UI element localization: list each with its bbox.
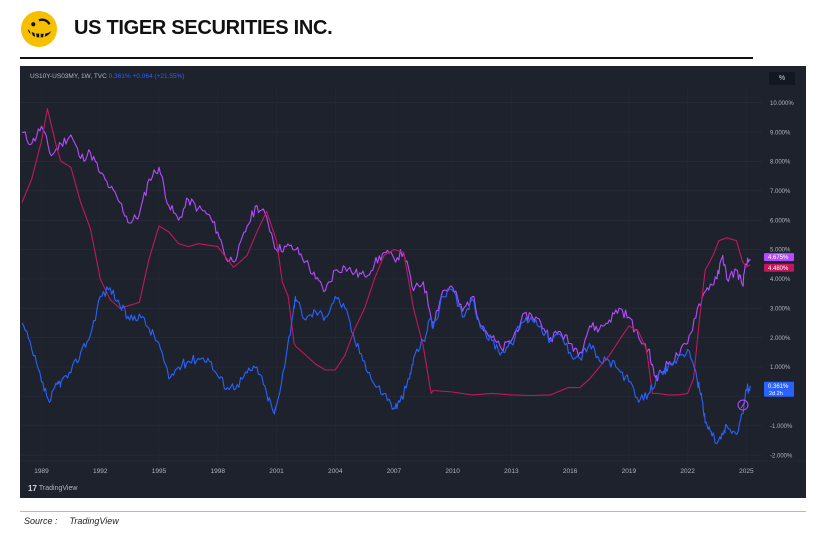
company-name: US TIGER SECURITIES INC. (74, 17, 333, 39)
replay-icon-slash (740, 401, 746, 409)
x-tick-label-5: 2004 (328, 468, 343, 475)
footer-divider (20, 511, 806, 512)
last-value-label-0: 4.675% (768, 255, 789, 261)
x-tick-label-4: 2001 (269, 468, 284, 475)
symbol-change: +0.064 (+21.55%) (132, 73, 185, 80)
last-value-label-1: 4.480% (768, 266, 789, 272)
y-tick-label-0: 10.000% (770, 101, 794, 107)
symbol-name: US10Y-US03MY, 1W, TVC (30, 73, 107, 80)
source-note: Source : TradingView (24, 516, 119, 526)
x-tick-label-11: 2022 (680, 468, 695, 475)
series-line-0 (21, 125, 751, 382)
symbol-legend: US10Y-US03MY, 1W, TVC 0.361% +0.064 (+21… (30, 73, 185, 80)
tradingview-watermark: 17 TradingView (28, 484, 77, 493)
header-divider (20, 57, 753, 59)
rate-chart[interactable]: 10.000% 9.000% 8.000% 7.000% 6.000% 5.000% 4.0… (20, 66, 806, 498)
x-tick-label-12: 2025 (739, 468, 754, 475)
tradingview-logo-icon: 17 (28, 484, 37, 493)
tiger-logo-icon (20, 10, 58, 48)
x-tick-label-8: 2013 (504, 468, 519, 475)
symbol-last-value: 0.361% (108, 73, 131, 80)
chart-panel[interactable]: 10.000% 9.000% 8.000% 7.000% 6.000% 5.000% 4.0… (20, 66, 806, 498)
last-value-sublabel-2: 2d 2h (769, 391, 783, 397)
y-tick-label-1: 9.000% (770, 130, 791, 136)
x-tick-label-0: 1989 (34, 468, 49, 475)
y-tick-label-9: 1.000% (770, 365, 791, 371)
y-tick-label-2: 8.000% (770, 160, 791, 166)
x-tick-label-7: 2010 (445, 468, 460, 475)
page-header: US TIGER SECURITIES INC. (20, 8, 780, 48)
x-tick-label-3: 1998 (211, 468, 226, 475)
replay-icon (737, 399, 749, 411)
y-tick-label-8: 2.000% (770, 336, 791, 342)
y-tick-label-7: 3.000% (770, 306, 791, 312)
y-tick-label-4: 6.000% (770, 218, 791, 224)
last-value-label-2: 0.361% (768, 384, 789, 390)
y-tick-label-5: 5.000% (770, 248, 791, 254)
x-tick-label-6: 2007 (387, 468, 402, 475)
source-value: TradingView (69, 516, 119, 526)
x-tick-label-9: 2016 (563, 468, 578, 475)
y-tick-label-10: -1.000% (770, 424, 793, 430)
x-tick-label-1: 1992 (93, 468, 108, 475)
x-tick-label-10: 2019 (622, 468, 637, 475)
source-label: Source : (24, 516, 58, 526)
y-tick-label-11: -2.000% (770, 453, 793, 459)
last-value-badge-2 (764, 381, 794, 397)
series-line-1 (21, 108, 751, 397)
y-tick-label-6: 4.000% (770, 277, 791, 283)
percent-scale-button[interactable]: % (769, 72, 795, 85)
tradingview-label: TradingView (38, 485, 78, 492)
last-value-badge-1 (764, 263, 794, 272)
series-line-2 (21, 286, 751, 445)
x-tick-label-2: 1995 (152, 468, 167, 475)
y-tick-label-3: 7.000% (770, 189, 791, 195)
last-value-badge-0 (764, 253, 794, 262)
